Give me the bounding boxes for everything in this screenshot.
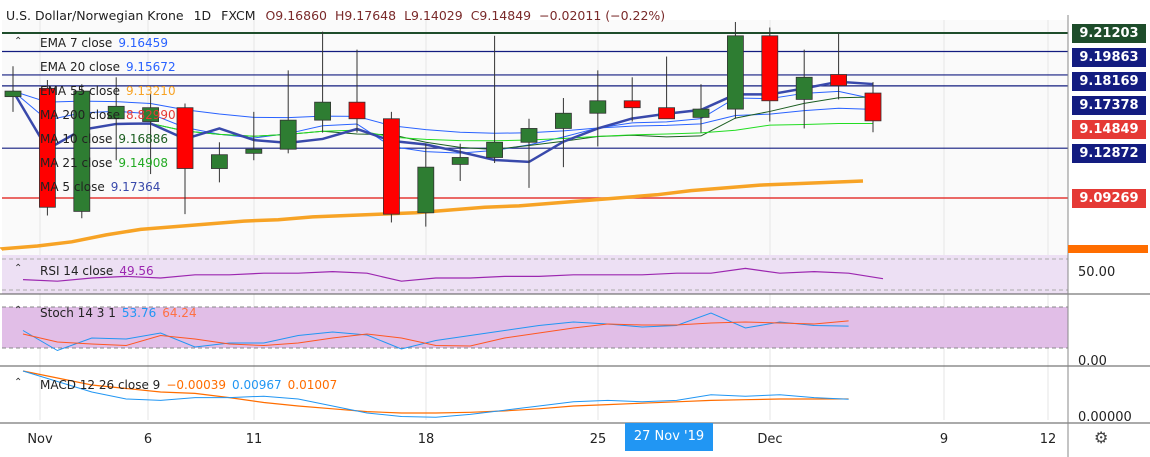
candle-body bbox=[589, 100, 607, 114]
ema20-series-line bbox=[12, 90, 874, 134]
stoch-k-series-line bbox=[22, 312, 849, 352]
macd-series-line bbox=[22, 370, 849, 418]
candle-body bbox=[4, 90, 22, 98]
stoch-d-series-line bbox=[22, 320, 849, 347]
rsi-series-line bbox=[22, 267, 884, 282]
candle-body bbox=[623, 100, 641, 109]
rsi-pane bbox=[2, 255, 1068, 294]
candle-body bbox=[314, 101, 332, 121]
ema55-series-line bbox=[0, 179, 864, 251]
candle-body bbox=[210, 154, 228, 169]
close-value: C9.14849 bbox=[470, 8, 532, 23]
stoch-axis-label: 0.00 bbox=[1078, 354, 1107, 369]
x-axis-label: 9 bbox=[939, 432, 949, 447]
legend-stoch[interactable]: Stoch 14 3 1 53.76 64.24 bbox=[40, 306, 197, 320]
legend-ema20[interactable]: EMA 20 close 9.15672 bbox=[40, 60, 176, 74]
legend-ma200[interactable]: MA 200 close 8.82990 bbox=[40, 108, 176, 122]
candle-body bbox=[692, 108, 710, 118]
collapse-legend-icon[interactable]: ⌃ bbox=[14, 36, 23, 47]
x-axis-label: 25 bbox=[589, 432, 607, 447]
candle-body bbox=[176, 107, 194, 169]
macd-axis-label: 0.00000 bbox=[1078, 410, 1132, 425]
low-value: L9.14029 bbox=[404, 8, 463, 23]
interval-label: 1D bbox=[193, 8, 212, 23]
candle-body bbox=[761, 35, 779, 102]
candle-body bbox=[245, 148, 263, 154]
price-label: 9.17378 bbox=[1072, 96, 1146, 115]
price-label: 9.14849 bbox=[1072, 120, 1146, 139]
x-axis-label: Nov bbox=[27, 432, 53, 447]
collapse-stoch-icon[interactable]: ⌃ bbox=[14, 305, 23, 316]
price-label: 9.21203 bbox=[1072, 24, 1146, 43]
candle-body bbox=[864, 92, 882, 122]
collapse-rsi-icon[interactable]: ⌃ bbox=[14, 263, 23, 274]
candle-body bbox=[727, 35, 744, 110]
change-value: −0.02011 (−0.22%) bbox=[539, 8, 666, 23]
open-value: O9.16860 bbox=[265, 8, 327, 23]
price-label: 9.18169 bbox=[1072, 72, 1146, 91]
candle-body bbox=[382, 118, 400, 215]
price-label: 9.19863 bbox=[1072, 48, 1146, 67]
legend-macd[interactable]: MACD 12 26 close 9 −0.00039 0.00967 0.01007 bbox=[40, 378, 338, 392]
legend-ema55[interactable]: EMA 55 close 9.13210 bbox=[40, 84, 176, 98]
candle-body bbox=[279, 119, 297, 150]
candle-body bbox=[73, 90, 91, 212]
candle-body bbox=[486, 141, 504, 158]
legend-ma10[interactable]: MA 10 close 9.16886 bbox=[40, 132, 168, 146]
symbol-title: U.S. Dollar/Norwegian Krone bbox=[6, 8, 184, 23]
candle-body bbox=[451, 157, 469, 165]
candle-body bbox=[348, 101, 366, 120]
x-axis-label: 6 bbox=[143, 432, 153, 447]
crosshair-date-label: 27 Nov '19 bbox=[625, 423, 713, 451]
price-label: 9.12872 bbox=[1072, 144, 1146, 163]
legend-rsi[interactable]: RSI 14 close 49.56 bbox=[40, 264, 154, 278]
x-axis-label: 11 bbox=[245, 432, 263, 447]
legend-ma5[interactable]: MA 5 close 9.17364 bbox=[40, 180, 161, 194]
candle-body bbox=[520, 128, 538, 143]
macd-signal-series-line bbox=[22, 370, 849, 414]
candle-body bbox=[417, 166, 435, 214]
candle-body bbox=[555, 112, 572, 129]
candle-body bbox=[658, 107, 675, 120]
source-label: FXCM bbox=[221, 8, 256, 23]
high-value: H9.17648 bbox=[334, 8, 397, 23]
legend-ma21[interactable]: MA 21 close 9.14908 bbox=[40, 156, 168, 170]
candle-body bbox=[142, 107, 160, 122]
rsi-axis-label: 50.00 bbox=[1078, 265, 1116, 280]
partial-price-label bbox=[1068, 245, 1148, 253]
settings-gear-icon[interactable]: ⚙ bbox=[1094, 428, 1109, 447]
chart-header: U.S. Dollar/Norwegian Krone 1D FXCM O9.1… bbox=[6, 8, 665, 23]
x-axis-label: 12 bbox=[1039, 432, 1057, 447]
candle-body bbox=[830, 74, 847, 86]
x-axis-label: Dec bbox=[757, 432, 783, 447]
candle-body bbox=[795, 76, 813, 100]
x-axis-label: 18 bbox=[417, 432, 435, 447]
candle-body bbox=[39, 87, 56, 208]
legend-ema7[interactable]: EMA 7 close 9.16459 bbox=[40, 36, 168, 50]
price-label: 9.09269 bbox=[1072, 189, 1146, 208]
candle-body bbox=[107, 105, 125, 120]
collapse-macd-icon[interactable]: ⌃ bbox=[14, 377, 23, 388]
